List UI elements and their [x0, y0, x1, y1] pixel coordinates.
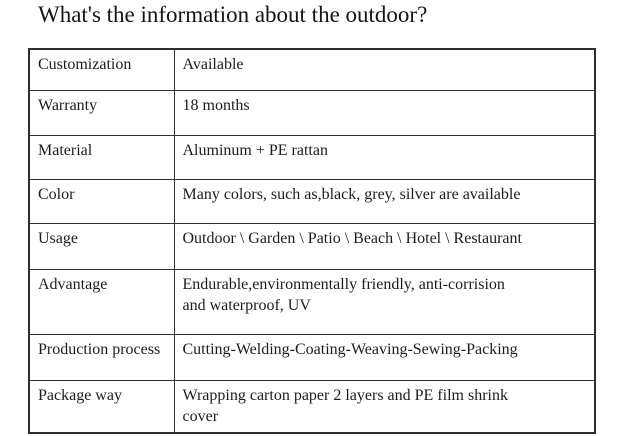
table-row-usage: Usage Outdoor \ Garden \ Patio \ Beach \… — [28, 222, 596, 270]
row-value-advantage: Endurable,environmentally friendly, anti… — [173, 268, 596, 335]
table-row-warranty: Warranty 18 months — [28, 89, 596, 136]
row-value-package-way: Wrapping carton paper 2 layers and PE fi… — [173, 379, 596, 434]
row-label-advantage: Advantage — [28, 268, 175, 335]
table-row-material: Material Aluminum + PE rattan — [28, 134, 596, 180]
row-label-color: Color — [28, 178, 175, 224]
table-row-customization: Customization Available — [28, 48, 596, 91]
table-row-color: Color Many colors, such as,black, grey, … — [28, 178, 596, 224]
table-row-advantage: Advantage Endurable,environmentally frie… — [28, 268, 596, 335]
product-info-table: Customization Available Warranty 18 mont… — [28, 48, 596, 434]
row-label-customization: Customization — [28, 48, 175, 91]
table-row-package-way: Package way Wrapping carton paper 2 laye… — [28, 379, 596, 434]
row-label-production-process: Production process — [28, 333, 175, 381]
row-value-customization: Available — [173, 48, 596, 91]
table-row-production-process: Production process Cutting-Welding-Coati… — [28, 333, 596, 381]
row-label-package-way: Package way — [28, 379, 175, 434]
page-title: What's the information about the outdoor… — [38, 2, 428, 27]
row-value-production-process: Cutting-Welding-Coating-Weaving-Sewing-P… — [173, 333, 596, 381]
row-label-warranty: Warranty — [28, 89, 175, 136]
row-value-color: Many colors, such as,black, grey, silver… — [173, 178, 596, 224]
row-label-usage: Usage — [28, 222, 175, 270]
row-value-material: Aluminum + PE rattan — [173, 134, 596, 180]
row-value-usage: Outdoor \ Garden \ Patio \ Beach \ Hotel… — [173, 222, 596, 270]
row-value-warranty: 18 months — [173, 89, 596, 136]
row-label-material: Material — [28, 134, 175, 180]
